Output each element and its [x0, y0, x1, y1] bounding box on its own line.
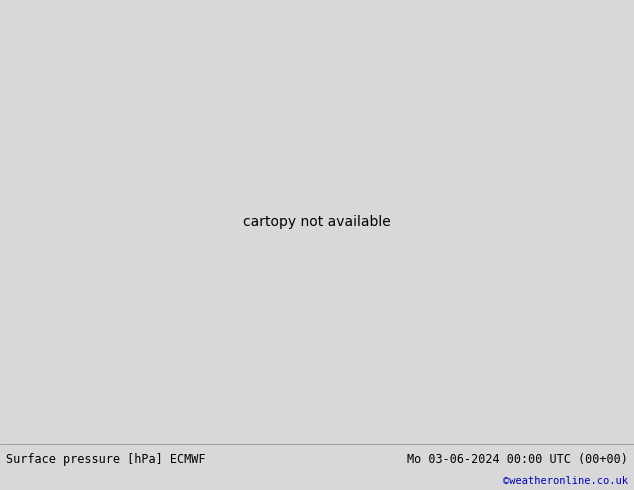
- Text: ©weatheronline.co.uk: ©weatheronline.co.uk: [503, 476, 628, 486]
- Text: Mo 03-06-2024 00:00 UTC (00+00): Mo 03-06-2024 00:00 UTC (00+00): [407, 453, 628, 466]
- Text: cartopy not available: cartopy not available: [243, 215, 391, 229]
- Text: Surface pressure [hPa] ECMWF: Surface pressure [hPa] ECMWF: [6, 453, 206, 466]
